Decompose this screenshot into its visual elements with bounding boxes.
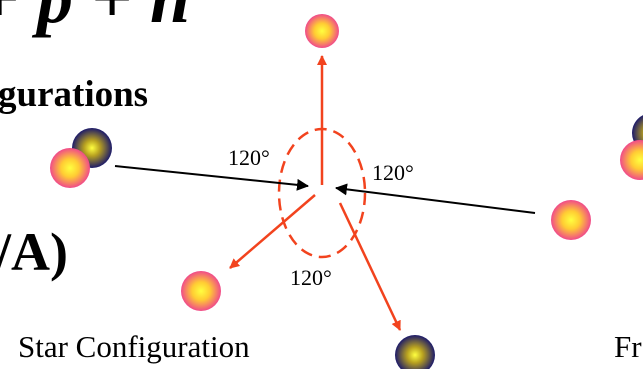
formula: + p + n [0, 0, 190, 38]
next-caption: Fr [614, 329, 642, 364]
arrow-in-left [115, 166, 308, 186]
proton [50, 148, 90, 188]
angle-label: 120° [372, 160, 414, 185]
angle-label: 120° [290, 265, 332, 290]
arrow-lower-right [340, 203, 400, 330]
angle-label: 120° [228, 145, 270, 170]
proton [305, 14, 339, 48]
caption: Star Configuration [18, 329, 250, 364]
proton [551, 200, 591, 240]
proton [620, 140, 643, 180]
neutron [395, 335, 435, 369]
arrow-lower-left [230, 195, 315, 268]
fragment: /A) [0, 222, 68, 282]
subtitle: gurations [0, 74, 148, 115]
slide: + p + n gurations /A) 120° 120° 120° Sta… [0, 0, 643, 369]
proton [181, 271, 221, 311]
